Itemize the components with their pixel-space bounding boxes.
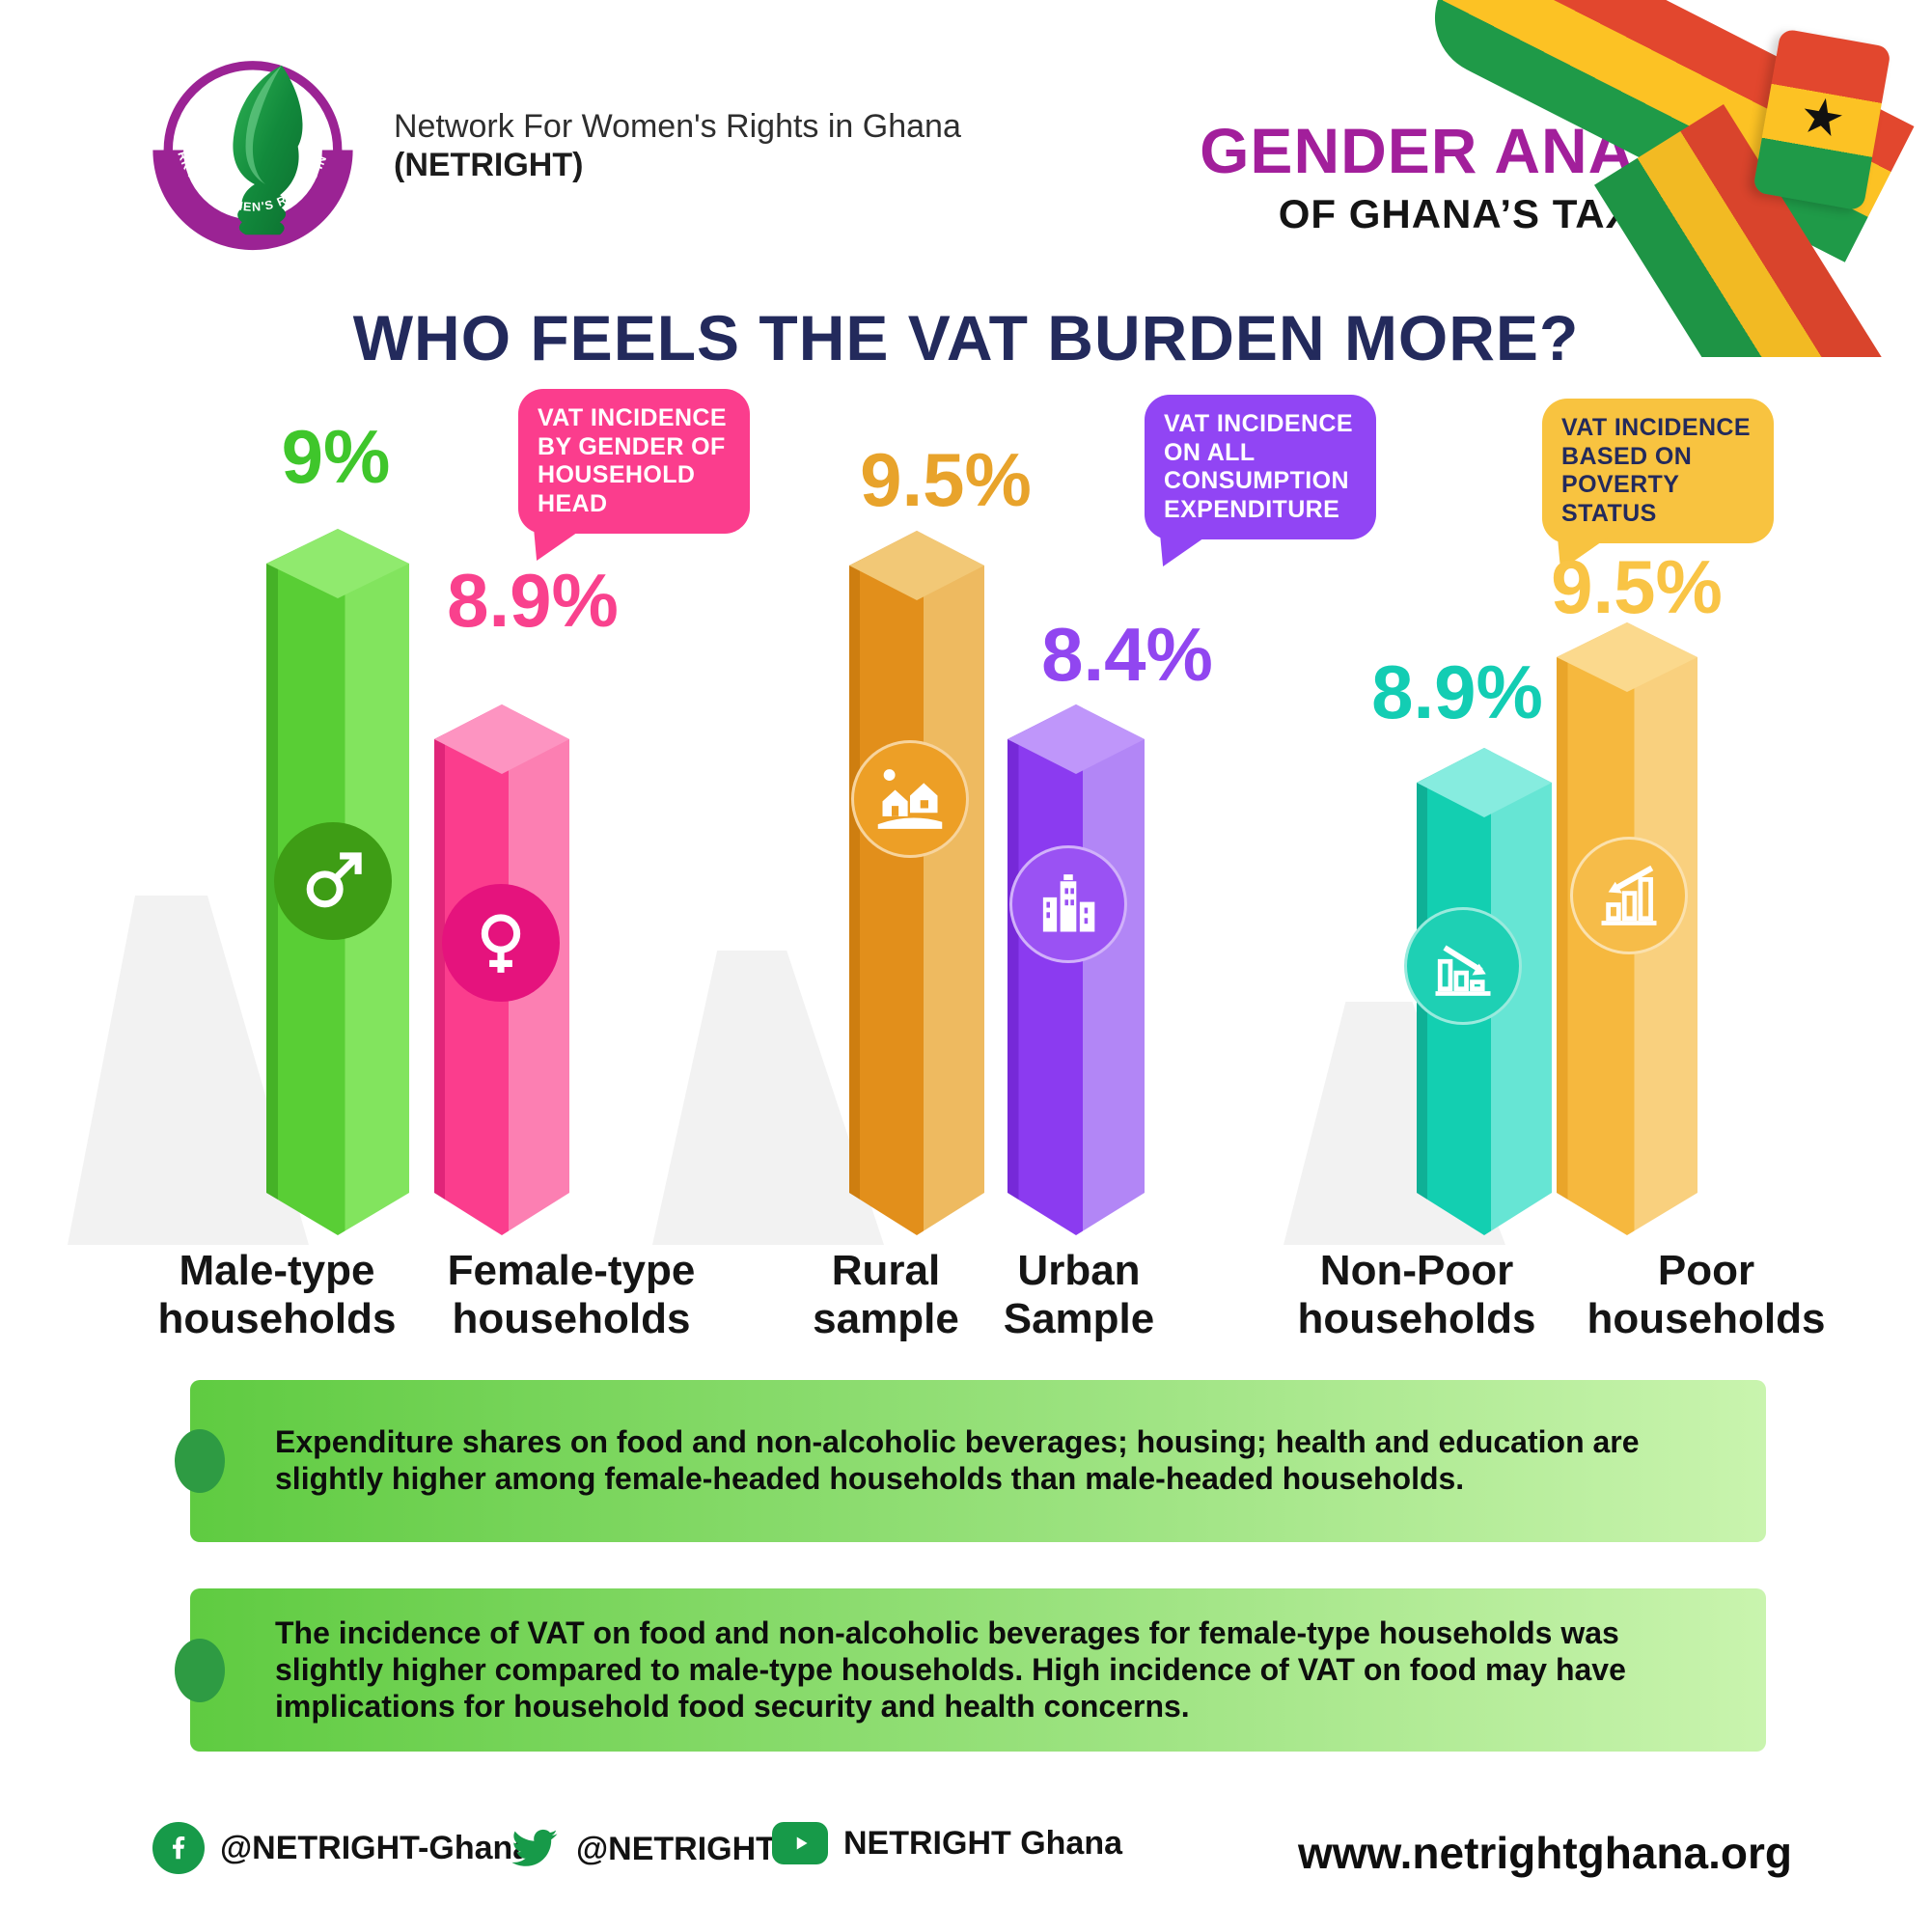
female-badge [442, 884, 560, 1002]
value-urban-sample: 8.4% [1041, 612, 1213, 697]
callout-poverty-status: VAT INCIDENCE BASED ON POVERTY STATUS [1542, 399, 1774, 543]
youtube-handle[interactable]: NETRIGHT Ghana [772, 1822, 1122, 1864]
report-brand: GENDER ANALYSIS OF GHANA’S TAX SYSTEM [1200, 114, 1818, 237]
urban-buildings-icon [1042, 874, 1095, 932]
note-vat-incidence-food: The incidence of VAT on food and non-alc… [190, 1588, 1766, 1753]
logo-fern-highlight [245, 65, 282, 184]
label-nonpoor-households: Non-Poor households [1297, 1247, 1536, 1343]
facebook-handle-text[interactable]: @NETRIGHT-Ghana [220, 1829, 532, 1866]
label-rural-sample: Rural sample [813, 1247, 959, 1343]
bar-rural-sample [849, 531, 984, 1235]
male-badge [274, 822, 392, 940]
urban-badge [1009, 845, 1127, 963]
callout-gender-of-household-head: VAT INCIDENCE BY GENDER OF HOUSEHOLD HEA… [518, 389, 750, 534]
poor-badge [1570, 837, 1688, 954]
youtube-handle-text[interactable]: NETRIGHT Ghana [843, 1824, 1123, 1862]
rural-village-icon [877, 769, 943, 829]
rising-chart-icon [1601, 865, 1657, 925]
label-poor-households: Poor households [1587, 1247, 1826, 1343]
facebook-icon[interactable] [152, 1822, 205, 1874]
logo-fern-shape [233, 65, 303, 235]
value-male-households: 9% [281, 414, 391, 499]
youtube-icon[interactable] [772, 1822, 828, 1864]
org-name: Network For Women's Rights in Ghana [394, 108, 961, 145]
value-poor-households: 9.5% [1551, 544, 1723, 629]
value-female-households: 8.9% [447, 558, 619, 643]
facebook-handle[interactable]: @NETRIGHT-Ghana [152, 1822, 531, 1874]
female-gender-icon [481, 914, 521, 973]
rural-badge [851, 740, 969, 858]
twitter-handle-text[interactable]: @NETRIGHT [576, 1830, 776, 1867]
twitter-icon[interactable] [507, 1822, 561, 1876]
note-text: Expenditure shares on food and non-alcoh… [275, 1424, 1640, 1496]
label-male-households: Male-type households [157, 1247, 397, 1343]
declining-chart-icon [1435, 945, 1491, 996]
label-urban-sample: Urban Sample [1003, 1247, 1155, 1343]
org-abbr: (NETRIGHT) [394, 147, 584, 183]
note-text: The incidence of VAT on food and non-alc… [275, 1615, 1626, 1724]
netright-logo: NETWORK FOR WOMEN'S RIGHTS IN GHANA [138, 30, 361, 251]
twitter-handle[interactable]: @NETRIGHT [507, 1822, 776, 1876]
value-rural-sample: 9.5% [860, 437, 1032, 522]
note-expenditure-shares: Expenditure shares on food and non-alcoh… [190, 1380, 1766, 1542]
brand-subtitle: OF GHANA’S TAX SYSTEM [1278, 191, 1818, 236]
label-female-households: Female-type households [447, 1247, 696, 1343]
nonpoor-badge [1404, 907, 1522, 1025]
male-gender-icon [306, 852, 362, 908]
page-title: WHO FEELS THE VAT BURDEN MORE? [352, 302, 1580, 373]
bar-urban-sample [1007, 704, 1145, 1235]
website-url[interactable]: www.netrightghana.org [1298, 1828, 1792, 1878]
callout-consumption-expenditure: VAT INCIDENCE ON ALL CONSUMPTION EXPENDI… [1145, 395, 1376, 539]
brand-title: GENDER ANALYSIS [1200, 115, 1818, 186]
value-nonpoor-households: 8.9% [1371, 649, 1543, 734]
